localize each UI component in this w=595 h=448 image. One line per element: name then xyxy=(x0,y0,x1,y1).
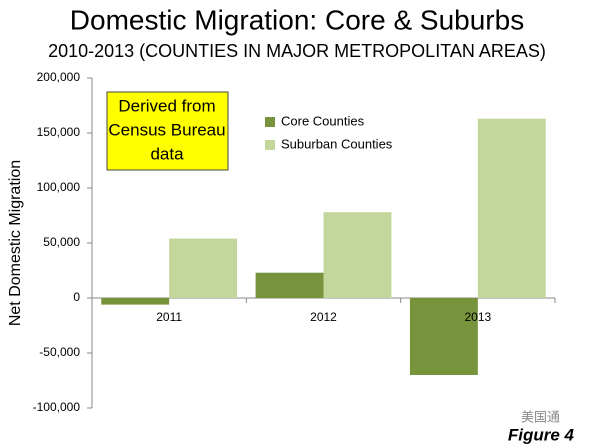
y-tick-label: 150,000 xyxy=(37,125,81,139)
y-axis-label: Net Domestic Migration xyxy=(7,160,24,326)
footnote: Figure 4 xyxy=(508,425,575,444)
chart-subtitle: 2010-2013 (COUNTIES IN MAJOR METROPOLITA… xyxy=(48,41,546,61)
annotation: data xyxy=(150,144,184,163)
bar xyxy=(101,298,170,305)
bar xyxy=(409,298,478,375)
annotation: Derived from xyxy=(118,96,215,115)
legend-swatch xyxy=(265,140,275,150)
y-tick-label: -50,000 xyxy=(39,345,80,359)
legend-label: Core Counties xyxy=(281,113,365,128)
y-tick-label: 0 xyxy=(73,290,80,304)
y-tick-label: 100,000 xyxy=(37,180,81,194)
x-tick-label: 2011 xyxy=(156,310,182,324)
bar xyxy=(323,212,392,298)
legend-swatch xyxy=(265,117,275,127)
annotation: Census Bureau xyxy=(108,120,225,139)
annotation-box xyxy=(106,91,229,171)
y-tick-label: -100,000 xyxy=(33,400,81,414)
bar xyxy=(255,272,324,298)
x-tick-label: 2012 xyxy=(310,310,337,324)
x-tick-label: 2013 xyxy=(464,310,491,324)
chart-title: Domestic Migration: Core & Suburbs xyxy=(70,4,524,35)
legend-label: Suburban Counties xyxy=(281,136,393,151)
bar xyxy=(169,238,238,298)
watermark: 美国通 xyxy=(521,409,560,424)
y-tick-label: 200,000 xyxy=(37,70,81,84)
bar xyxy=(477,118,546,298)
y-tick-label: 50,000 xyxy=(43,235,80,249)
